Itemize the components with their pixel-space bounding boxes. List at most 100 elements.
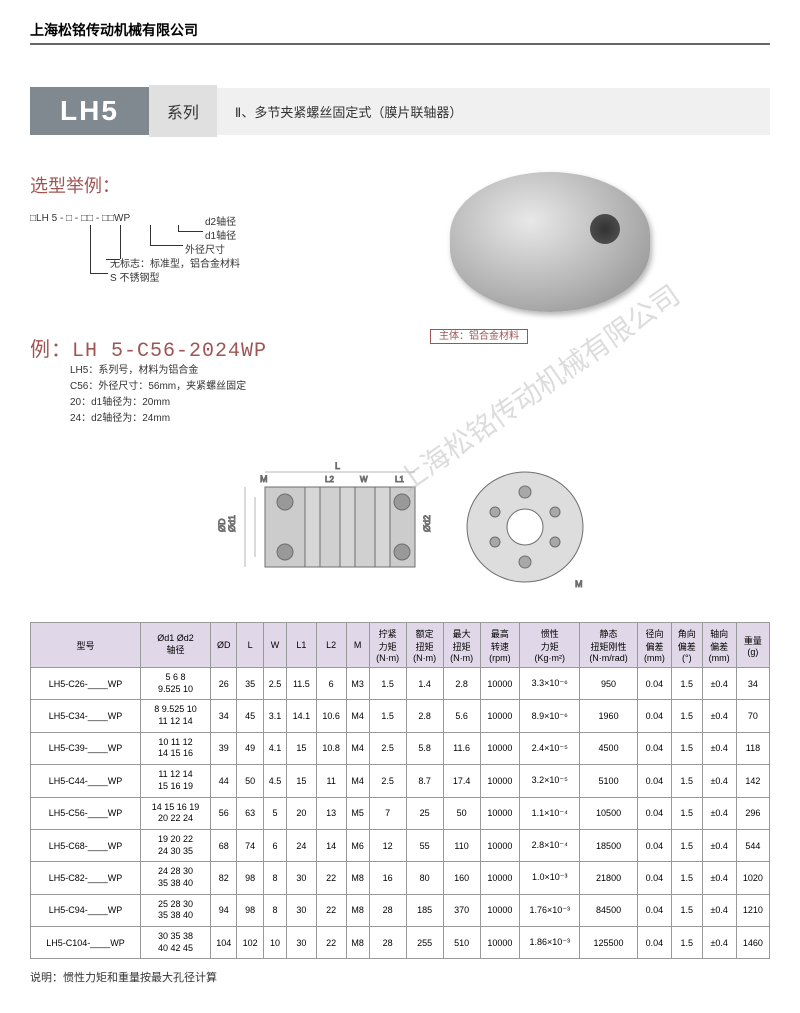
data-cell: 8 xyxy=(263,862,286,894)
data-cell: 24 xyxy=(287,829,317,861)
table-body: LH5-C26-____WP5 6 89.525 1026352.511.56M… xyxy=(31,668,770,959)
shaft-cell: 11 12 1415 16 19 xyxy=(141,765,211,797)
data-cell: 0.04 xyxy=(637,797,671,829)
data-cell: 1.5 xyxy=(369,700,406,732)
data-cell: 5 xyxy=(263,797,286,829)
example-note-line: C56：外径尺寸：56mm，夹紧螺丝固定 xyxy=(70,379,400,395)
data-cell: 142 xyxy=(736,765,769,797)
table-header-cell: L2 xyxy=(316,623,346,668)
svg-text:ØD: ØD xyxy=(217,518,227,532)
shaft-cell: 30 35 3840 42 45 xyxy=(141,927,211,959)
data-cell: 16 xyxy=(369,862,406,894)
data-cell: 255 xyxy=(406,927,443,959)
data-cell: 11.6 xyxy=(443,732,480,764)
model-cell: LH5-C82-____WP xyxy=(31,862,141,894)
data-cell: M8 xyxy=(346,894,369,926)
title-row: LH5 系列 Ⅱ、多节夹紧螺丝固定式（膜片联轴器） xyxy=(30,85,770,137)
table-header-cell: W xyxy=(263,623,286,668)
data-cell: ±0.4 xyxy=(702,797,736,829)
example-code: LH 5-C56-2024WP xyxy=(72,340,267,363)
shaft-cell: 8 9.525 1011 12 14 xyxy=(141,700,211,732)
data-cell: 21800 xyxy=(580,862,637,894)
data-cell: 5.6 xyxy=(443,700,480,732)
table-header-cell: 惯性力矩(Kg·m²) xyxy=(520,623,580,668)
data-cell: 2.5 xyxy=(369,765,406,797)
data-cell: 544 xyxy=(736,829,769,861)
example-notes: LH5：系列号，材料为铝合金C56：外径尺寸：56mm，夹紧螺丝固定20：d1轴… xyxy=(70,363,400,427)
data-cell: 63 xyxy=(237,797,263,829)
data-cell: 1.5 xyxy=(672,700,702,732)
data-cell: 13 xyxy=(316,797,346,829)
data-cell: 950 xyxy=(580,668,637,700)
data-cell: M6 xyxy=(346,829,369,861)
data-cell: 28 xyxy=(369,894,406,926)
data-cell: 10.6 xyxy=(316,700,346,732)
example-note-line: LH5：系列号，材料为铝合金 xyxy=(70,363,400,379)
data-cell: 11.5 xyxy=(287,668,317,700)
data-cell: 44 xyxy=(211,765,237,797)
data-cell: 30 xyxy=(287,927,317,959)
data-cell: 0.04 xyxy=(637,927,671,959)
data-cell: ±0.4 xyxy=(702,765,736,797)
data-cell: 22 xyxy=(316,894,346,926)
data-cell: 1.5 xyxy=(672,732,702,764)
data-cell: 0.04 xyxy=(637,862,671,894)
data-cell: 8 xyxy=(263,894,286,926)
model-cell: LH5-C34-____WP xyxy=(31,700,141,732)
model-cell: LH5-C44-____WP xyxy=(31,765,141,797)
material-label: 主体：铝合金材料 xyxy=(430,327,670,342)
data-cell: 1460 xyxy=(736,927,769,959)
company-name: 上海松铭传动机械有限公司 xyxy=(30,20,770,45)
model-cell: LH5-C56-____WP xyxy=(31,797,141,829)
data-cell: 0.04 xyxy=(637,732,671,764)
data-cell: 45 xyxy=(237,700,263,732)
spec-table: 型号Ød1 Ød2轴径ØDLWL1L2M拧紧力矩(N·m)额定扭矩(N·m)最大… xyxy=(30,622,770,959)
table-header-cell: L xyxy=(237,623,263,668)
data-cell: 10000 xyxy=(480,927,520,959)
svg-text:L1: L1 xyxy=(395,475,404,484)
data-cell: 370 xyxy=(443,894,480,926)
data-cell: 98 xyxy=(237,894,263,926)
table-header-cell: 径向偏差(mm) xyxy=(637,623,671,668)
data-cell: ±0.4 xyxy=(702,894,736,926)
data-cell: 0.04 xyxy=(637,765,671,797)
data-cell: 34 xyxy=(736,668,769,700)
data-cell: 25 xyxy=(406,797,443,829)
example-note-line: 20：d1轴径为：20mm xyxy=(70,395,400,411)
data-cell: 10000 xyxy=(480,700,520,732)
product-image: 主体：铝合金材料 xyxy=(430,172,670,352)
data-cell: 4.1 xyxy=(263,732,286,764)
shaft-cell: 14 15 16 1920 22 24 xyxy=(141,797,211,829)
model-cell: LH5-C94-____WP xyxy=(31,894,141,926)
data-cell: 15 xyxy=(287,765,317,797)
data-cell: 22 xyxy=(316,862,346,894)
data-cell: ±0.4 xyxy=(702,829,736,861)
data-cell: 1.1×10⁻⁴ xyxy=(520,797,580,829)
data-cell: M8 xyxy=(346,862,369,894)
data-cell: 10000 xyxy=(480,668,520,700)
data-cell: 2.5 xyxy=(263,668,286,700)
data-cell: 1.5 xyxy=(672,797,702,829)
table-header-cell: ØD xyxy=(211,623,237,668)
data-cell: 6 xyxy=(316,668,346,700)
series-description: Ⅱ、多节夹紧螺丝固定式（膜片联轴器） xyxy=(217,88,770,135)
data-cell: 10000 xyxy=(480,765,520,797)
data-cell: 82 xyxy=(211,862,237,894)
data-cell: 55 xyxy=(406,829,443,861)
data-cell: 296 xyxy=(736,797,769,829)
table-header-cell: 拧紧力矩(N·m) xyxy=(369,623,406,668)
data-cell: 7 xyxy=(369,797,406,829)
table-header-cell: 最高转速(rpm) xyxy=(480,623,520,668)
label-s: S 不锈钢型 xyxy=(110,269,159,284)
table-header-cell: 重量(g) xyxy=(736,623,769,668)
data-cell: 68 xyxy=(211,829,237,861)
data-cell: 8.9×10⁻⁶ xyxy=(520,700,580,732)
example-block: 例：LH 5-C56-2024WP LH5：系列号，材料为铝合金C56：外径尺寸… xyxy=(30,333,400,427)
data-cell: 20 xyxy=(287,797,317,829)
data-cell: 185 xyxy=(406,894,443,926)
example-note-line: 24：d2轴径为：24mm xyxy=(70,411,400,427)
data-cell: 1.86×10⁻³ xyxy=(520,927,580,959)
shaft-cell: 24 28 3035 38 40 xyxy=(141,862,211,894)
data-cell: 17.4 xyxy=(443,765,480,797)
data-cell: 94 xyxy=(211,894,237,926)
